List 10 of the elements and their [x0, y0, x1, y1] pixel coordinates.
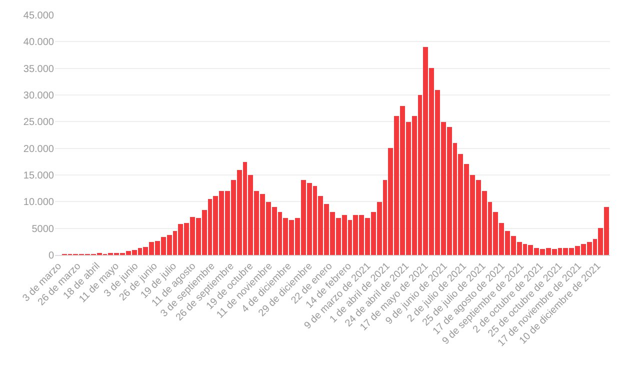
y-tick-label: 15.000 — [23, 170, 54, 182]
y-tick-label: 5000 — [32, 224, 54, 235]
y-tick-label: 40.000 — [23, 37, 54, 48]
y-tick-label: 20.000 — [23, 144, 54, 155]
y-tick-label: 10.000 — [23, 197, 54, 208]
y-tick-label: 0 — [48, 250, 54, 262]
y-tick-label: 35.000 — [23, 64, 54, 75]
y-tick-label: 30.000 — [23, 90, 54, 102]
y-tick-label: 25.000 — [23, 117, 54, 128]
y-tick-label: 45.000 — [23, 10, 54, 22]
